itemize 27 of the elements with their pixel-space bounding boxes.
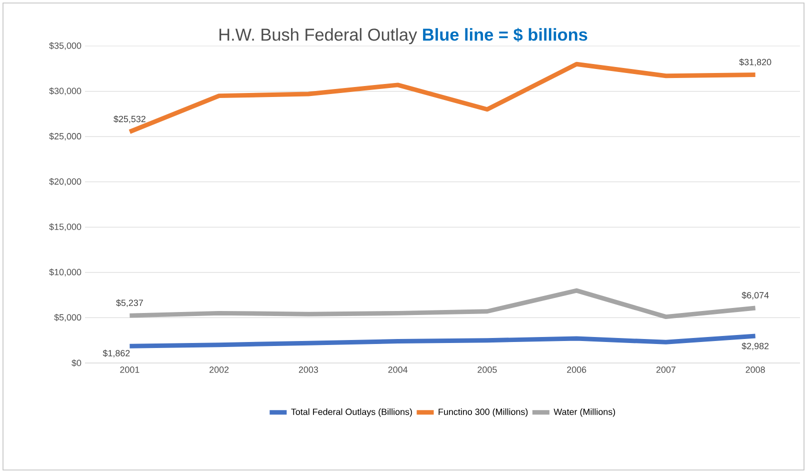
y-tick-label: $15,000 bbox=[49, 223, 82, 232]
legend-label: Water (Millions) bbox=[554, 408, 616, 417]
y-tick-label: $35,000 bbox=[49, 42, 82, 50]
data-label: $31,820 bbox=[739, 58, 772, 66]
x-tick-label: 2006 bbox=[567, 366, 586, 373]
x-tick-label: 2003 bbox=[298, 366, 318, 373]
data-label: $6,074 bbox=[742, 292, 769, 300]
y-tick-label: $0 bbox=[72, 359, 82, 367]
y-tick-label: $30,000 bbox=[49, 87, 82, 96]
chart-title: H.W. Bush Federal Outlay bbox=[220, 28, 418, 44]
y-tick-label: $5,000 bbox=[54, 314, 82, 322]
x-tick-label: 2002 bbox=[210, 366, 229, 373]
x-tick-label: 2001 bbox=[120, 366, 140, 373]
chart-subtitle: Blue line = $ billions bbox=[423, 28, 588, 42]
data-label: $2,982 bbox=[742, 342, 769, 350]
y-tick-label: $20,000 bbox=[49, 178, 82, 186]
data-label: $5,237 bbox=[116, 299, 143, 308]
y-tick-label: $10,000 bbox=[49, 268, 82, 276]
x-tick-label: 2005 bbox=[478, 366, 497, 373]
x-tick-label: 2004 bbox=[388, 366, 408, 373]
x-tick-label: 2007 bbox=[656, 366, 676, 373]
y-tick-label: $25,000 bbox=[49, 132, 82, 140]
data-label: $1,862 bbox=[102, 350, 130, 358]
data-label: $25,532 bbox=[114, 115, 146, 124]
legend-label: Total Federal Outlays (Billions) bbox=[291, 408, 412, 417]
legend-label: Functino 300 (Millions) bbox=[438, 408, 528, 417]
x-tick-label: 2008 bbox=[746, 366, 765, 373]
